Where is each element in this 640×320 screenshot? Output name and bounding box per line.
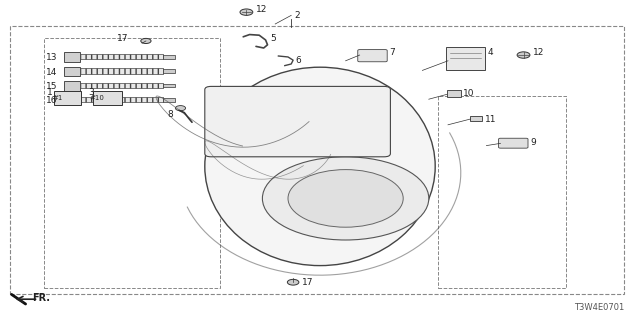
Text: 15: 15	[46, 82, 58, 91]
FancyBboxPatch shape	[446, 47, 485, 70]
Text: 14: 14	[46, 68, 58, 76]
Bar	[163, 69, 175, 73]
Circle shape	[240, 9, 253, 15]
Bar	[80, 83, 163, 88]
Bar	[470, 116, 482, 121]
Circle shape	[288, 170, 403, 227]
Bar	[64, 52, 80, 62]
Text: 16: 16	[46, 96, 58, 105]
Circle shape	[141, 38, 151, 44]
Ellipse shape	[205, 67, 435, 266]
Bar	[64, 95, 80, 105]
Text: 2: 2	[294, 11, 300, 20]
Text: T3W4E0701: T3W4E0701	[573, 303, 624, 312]
Bar	[64, 67, 80, 76]
Text: 12: 12	[256, 5, 268, 14]
Text: 1: 1	[47, 88, 53, 97]
Text: 17: 17	[116, 34, 128, 43]
Circle shape	[287, 279, 299, 285]
Bar	[447, 90, 461, 97]
FancyBboxPatch shape	[499, 138, 528, 148]
Bar	[163, 84, 175, 87]
FancyBboxPatch shape	[54, 91, 81, 105]
Text: 17: 17	[302, 278, 314, 287]
Text: 3: 3	[88, 88, 94, 97]
Text: 10: 10	[463, 89, 475, 98]
Text: 6: 6	[296, 56, 301, 65]
Text: 7: 7	[389, 48, 395, 57]
Text: #1: #1	[52, 95, 63, 100]
Text: #10: #10	[90, 95, 105, 100]
Text: 13: 13	[46, 53, 58, 62]
Bar	[163, 98, 175, 102]
Text: 12: 12	[532, 48, 544, 57]
Bar	[64, 81, 80, 91]
FancyBboxPatch shape	[205, 86, 390, 157]
Text: FR.: FR.	[32, 292, 50, 303]
Bar	[163, 55, 175, 59]
Text: 5: 5	[270, 34, 276, 43]
Circle shape	[175, 106, 186, 111]
Text: 9: 9	[530, 138, 536, 147]
Bar	[80, 54, 163, 59]
FancyBboxPatch shape	[358, 50, 387, 62]
Text: 4: 4	[488, 48, 493, 57]
Circle shape	[262, 157, 429, 240]
Text: 8: 8	[168, 110, 173, 119]
FancyBboxPatch shape	[93, 91, 122, 105]
Bar	[80, 97, 163, 102]
Circle shape	[517, 52, 530, 58]
Bar	[80, 68, 163, 74]
Text: 11: 11	[485, 115, 497, 124]
